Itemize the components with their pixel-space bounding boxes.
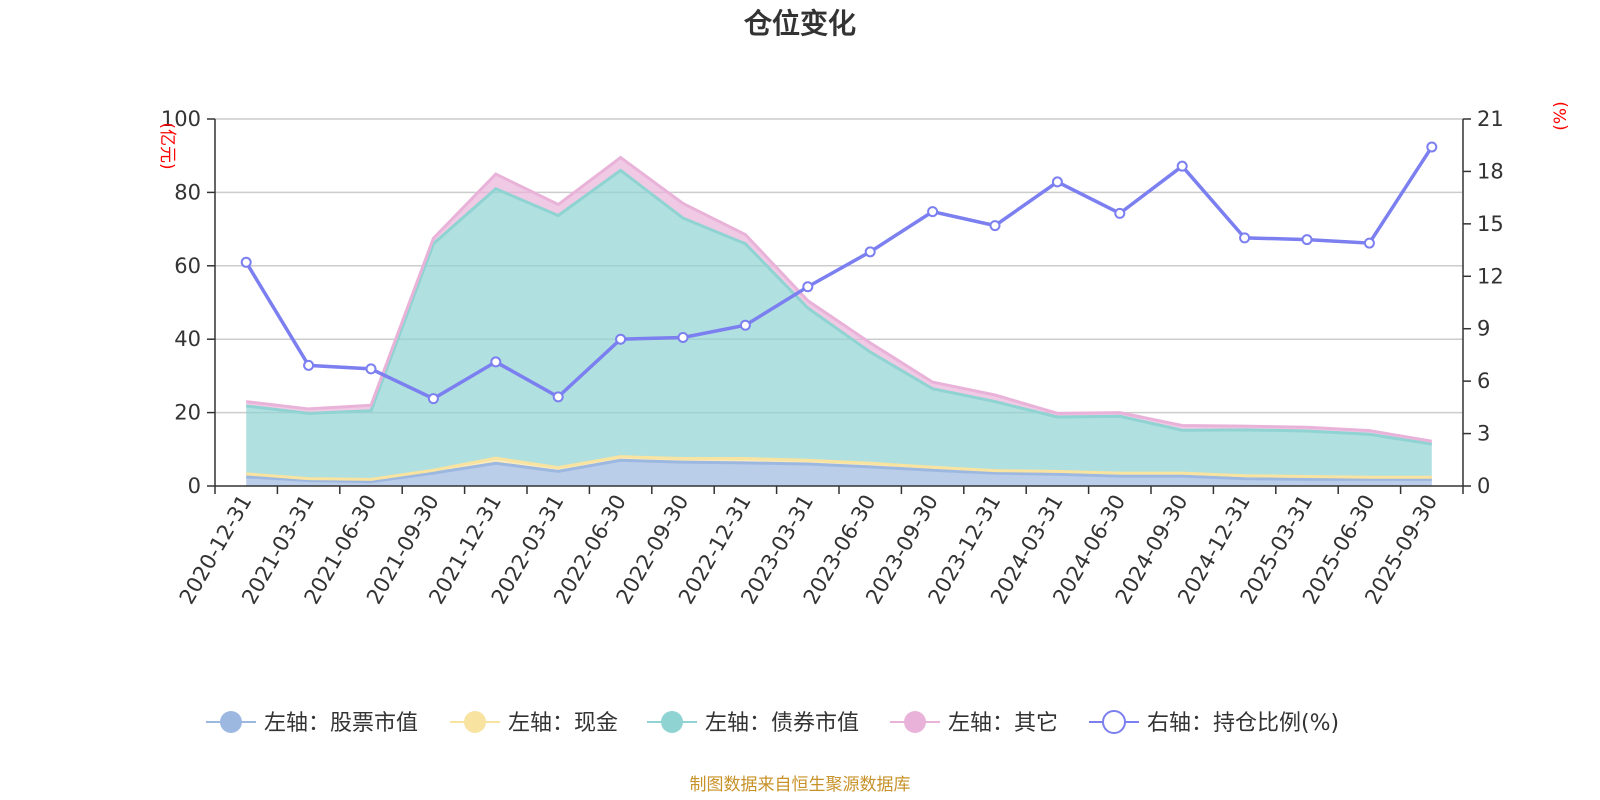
holding-ratio-point[interactable] bbox=[1301, 234, 1313, 246]
legend-item[interactable]: 左轴：股票市值 bbox=[206, 711, 418, 736]
legend-marker bbox=[661, 711, 683, 733]
area-top-line bbox=[246, 458, 1432, 484]
legend-item[interactable]: 右轴：持仓比例(%) bbox=[1089, 710, 1339, 736]
holding-ratio-point[interactable] bbox=[365, 363, 377, 375]
right-axis-tick-label: 12 bbox=[1477, 264, 1504, 288]
holding-ratio-point[interactable] bbox=[989, 220, 1001, 232]
legend-marker bbox=[1102, 710, 1126, 734]
right-axis-unit: (%) bbox=[1551, 101, 1571, 130]
area-9db8e0 bbox=[246, 460, 1432, 486]
legend: 左轴：股票市值 左轴：现金 左轴：债券市值 左轴：其它 右轴：持仓比例(%) bbox=[206, 710, 1339, 736]
holding-ratio-point[interactable] bbox=[1051, 176, 1063, 188]
holding-ratio-point[interactable] bbox=[864, 246, 876, 258]
legend-item[interactable]: 左轴：债券市值 bbox=[647, 711, 859, 736]
right-axis-tick-label: 0 bbox=[1477, 474, 1490, 498]
left-axis-tick-label: 0 bbox=[188, 474, 201, 498]
chart-title: 仓位变化 bbox=[744, 7, 856, 40]
right-axis-tick-label: 6 bbox=[1477, 369, 1490, 393]
legend-label: 右轴：持仓比例(%) bbox=[1147, 711, 1339, 736]
left-axis-tick-label: 100 bbox=[161, 107, 201, 131]
holding-ratio-point[interactable] bbox=[1114, 207, 1126, 219]
holding-ratio-point[interactable] bbox=[490, 356, 502, 368]
right-axis-tick-label: 3 bbox=[1477, 422, 1490, 446]
holding-ratio-point[interactable] bbox=[927, 206, 939, 218]
area-series bbox=[246, 155, 1433, 486]
legend-label: 左轴：其它 bbox=[948, 711, 1058, 736]
area-top-line bbox=[246, 155, 1433, 443]
legend-item[interactable]: 左轴：现金 bbox=[450, 711, 618, 736]
data-source: 制图数据来自恒生聚源数据库 bbox=[690, 775, 911, 795]
holding-ratio-point[interactable] bbox=[427, 393, 439, 405]
legend-label: 左轴：现金 bbox=[508, 711, 618, 736]
left-axis-tick-label: 60 bbox=[174, 254, 201, 278]
left-axis-tick-label: 20 bbox=[174, 401, 201, 425]
area-top-line bbox=[246, 168, 1433, 446]
holding-ratio-point[interactable] bbox=[552, 391, 564, 403]
legend-marker bbox=[464, 711, 486, 733]
holding-ratio-point[interactable] bbox=[739, 319, 751, 331]
right-axis-tick-label: 18 bbox=[1477, 159, 1504, 183]
line-series bbox=[240, 141, 1438, 405]
left-axis-tick-label: 80 bbox=[174, 180, 201, 204]
right-axis-tick-label: 9 bbox=[1477, 317, 1490, 341]
area-8fd3d2 bbox=[246, 170, 1432, 480]
holding-ratio-point[interactable] bbox=[240, 256, 252, 268]
left-axis-tick-label: 40 bbox=[174, 327, 201, 351]
holding-ratio-line bbox=[244, 146, 1434, 401]
legend-marker bbox=[220, 711, 242, 733]
left-axis-unit: (亿元) bbox=[157, 122, 177, 169]
holding-ratio-point[interactable] bbox=[303, 359, 315, 371]
holding-ratio-point[interactable] bbox=[802, 281, 814, 293]
holding-ratio-point[interactable] bbox=[1363, 237, 1375, 249]
legend-label: 左轴：债券市值 bbox=[705, 711, 859, 736]
legend-item[interactable]: 左轴：其它 bbox=[890, 711, 1058, 736]
holding-ratio-point[interactable] bbox=[677, 331, 689, 343]
right-axis-tick-label: 15 bbox=[1477, 212, 1504, 236]
holding-ratio-point[interactable] bbox=[615, 333, 627, 345]
legend-label: 左轴：股票市值 bbox=[264, 711, 418, 736]
area-top-line bbox=[246, 455, 1432, 481]
legend-marker bbox=[904, 711, 926, 733]
holding-ratio-point[interactable] bbox=[1239, 232, 1251, 244]
holding-ratio-point[interactable] bbox=[1426, 141, 1438, 153]
holding-ratio-point[interactable] bbox=[1176, 160, 1188, 172]
right-axis-tick-label: 21 bbox=[1477, 107, 1504, 131]
